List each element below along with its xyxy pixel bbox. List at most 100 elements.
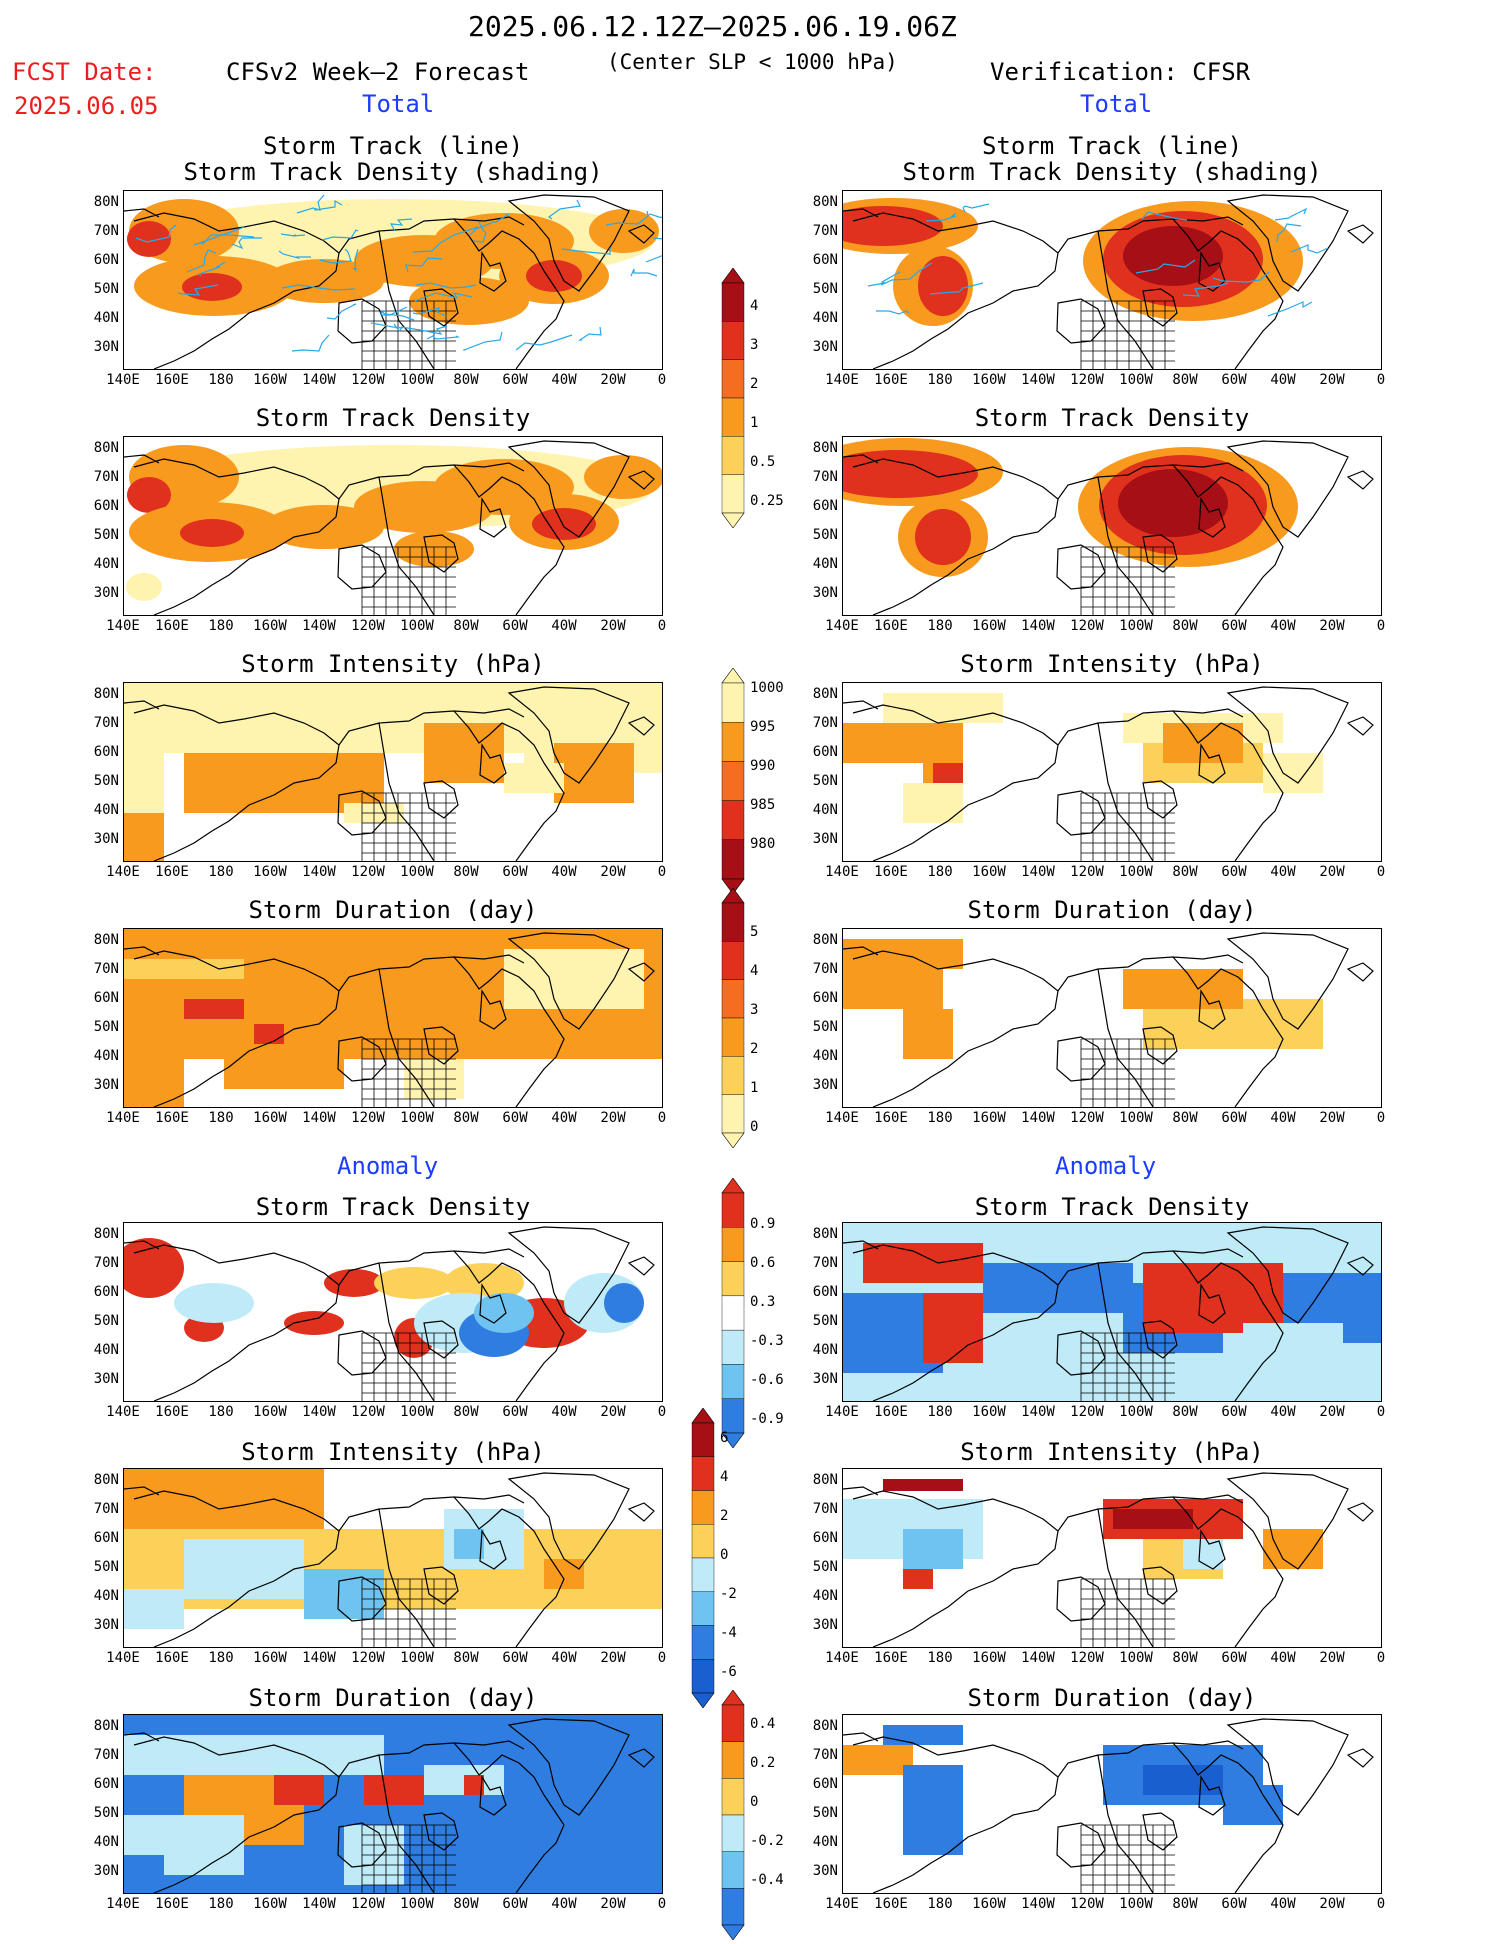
lon-label: 140E xyxy=(825,864,859,880)
lat-label: 80N xyxy=(93,1226,119,1242)
lon-label: 160E xyxy=(155,864,189,880)
lon-label: 60W xyxy=(1221,618,1247,634)
lon-label: 20W xyxy=(600,864,626,880)
lon-label: 40W xyxy=(551,1650,577,1666)
lon-label: 160W xyxy=(972,1650,1006,1666)
map-panel-r4 xyxy=(842,928,1382,1108)
lat-label: 60N xyxy=(93,252,119,268)
lon-label: 80W xyxy=(1172,1650,1198,1666)
lon-label: 100W xyxy=(400,1110,434,1126)
lat-label: 50N xyxy=(812,527,838,543)
lon-label: 120W xyxy=(1070,1404,1104,1420)
colorbar-anom-duration-label: -0.4 xyxy=(750,1872,784,1888)
lon-label: 180 xyxy=(208,1896,234,1912)
lon-label: 180 xyxy=(208,1110,234,1126)
lon-label: 100W xyxy=(400,864,434,880)
lon-label: 100W xyxy=(1119,372,1153,388)
lat-label: 60N xyxy=(93,498,119,514)
lon-label: 20W xyxy=(600,1404,626,1420)
lon-label: 140W xyxy=(302,864,336,880)
title-l7: Storm Duration (day) xyxy=(248,1684,538,1712)
lon-label: 0 xyxy=(657,372,667,388)
lon-label: 60W xyxy=(502,1650,528,1666)
lat-label: 70N xyxy=(93,223,119,239)
lat-label: 50N xyxy=(93,1313,119,1329)
lon-label: 120W xyxy=(1070,618,1104,634)
lat-label: 40N xyxy=(93,1834,119,1850)
lon-label: 160E xyxy=(874,618,908,634)
lon-label: 20W xyxy=(1319,1404,1345,1420)
lat-label: 50N xyxy=(812,1805,838,1821)
lat-label: 80N xyxy=(93,1718,119,1734)
colorbar-density-label: 1 xyxy=(750,415,759,431)
lon-label: 160W xyxy=(253,1896,287,1912)
colorbar-duration-label: 4 xyxy=(750,963,759,979)
map-panel-l2 xyxy=(123,436,663,616)
map-panel-r3 xyxy=(842,682,1382,862)
colorbar-anom-density-label: 0.3 xyxy=(750,1294,776,1310)
lat-label: 60N xyxy=(812,744,838,760)
lon-label: 80W xyxy=(1172,1896,1198,1912)
lon-label: 60W xyxy=(502,1110,528,1126)
lon-label: 60W xyxy=(1221,1110,1247,1126)
lon-label: 120W xyxy=(1070,1110,1104,1126)
lat-label: 60N xyxy=(812,1530,838,1546)
title-r7: Storm Duration (day) xyxy=(967,1684,1257,1712)
lat-label: 50N xyxy=(93,527,119,543)
lon-label: 160W xyxy=(972,372,1006,388)
lat-label: 50N xyxy=(812,1019,838,1035)
lon-label: 20W xyxy=(600,1650,626,1666)
colorbar-density-label: 0.5 xyxy=(750,454,776,470)
colorbar-anom-density xyxy=(720,1177,746,1452)
lon-label: 40W xyxy=(1270,1110,1296,1126)
lon-label: 40W xyxy=(551,372,577,388)
lon-label: 120W xyxy=(351,1110,385,1126)
lon-label: 80W xyxy=(453,1110,479,1126)
lat-label: 60N xyxy=(93,990,119,1006)
lon-label: 0 xyxy=(657,864,667,880)
map-panel-l3 xyxy=(123,682,663,862)
lat-label: 80N xyxy=(812,1472,838,1488)
lon-label: 0 xyxy=(657,1650,667,1666)
lon-label: 120W xyxy=(351,1650,385,1666)
lon-label: 140W xyxy=(302,1110,336,1126)
lon-label: 140W xyxy=(1021,372,1055,388)
lon-label: 160E xyxy=(155,1404,189,1420)
lon-label: 160E xyxy=(874,1650,908,1666)
colorbar-anom-density-label: 0.6 xyxy=(750,1255,776,1271)
lon-label: 20W xyxy=(600,1896,626,1912)
lat-label: 30N xyxy=(93,585,119,601)
colorbar-anom-duration-label: 0.2 xyxy=(750,1755,776,1771)
colorbar-duration-label: 3 xyxy=(750,1002,759,1018)
lon-label: 100W xyxy=(400,1650,434,1666)
colorbar-anom-intensity xyxy=(690,1407,716,1712)
lat-label: 40N xyxy=(812,310,838,326)
lon-label: 40W xyxy=(551,1896,577,1912)
lat-label: 80N xyxy=(93,440,119,456)
lon-label: 160E xyxy=(155,1650,189,1666)
lat-label: 70N xyxy=(93,1501,119,1517)
lat-label: 40N xyxy=(812,1342,838,1358)
lon-label: 140W xyxy=(1021,1896,1055,1912)
lat-label: 50N xyxy=(812,773,838,789)
lon-label: 180 xyxy=(927,1110,953,1126)
lat-label: 40N xyxy=(93,1588,119,1604)
lat-label: 40N xyxy=(812,1048,838,1064)
lon-label: 60W xyxy=(502,1896,528,1912)
left-title: CFSv2 Week–2 Forecast xyxy=(226,58,530,86)
lon-label: 120W xyxy=(351,618,385,634)
lon-label: 160W xyxy=(972,1404,1006,1420)
lon-label: 120W xyxy=(1070,372,1104,388)
lon-label: 180 xyxy=(208,618,234,634)
lon-label: 140E xyxy=(106,372,140,388)
lon-label: 40W xyxy=(1270,372,1296,388)
map-panel-l4 xyxy=(123,928,663,1108)
lon-label: 40W xyxy=(551,1404,577,1420)
lon-label: 40W xyxy=(1270,618,1296,634)
title-r4: Storm Duration (day) xyxy=(967,896,1257,924)
lon-label: 160W xyxy=(253,864,287,880)
left-anomaly-label: Anomaly xyxy=(337,1152,439,1180)
lon-label: 120W xyxy=(1070,1650,1104,1666)
lon-label: 120W xyxy=(351,1404,385,1420)
map-panel-l6 xyxy=(123,1468,663,1648)
